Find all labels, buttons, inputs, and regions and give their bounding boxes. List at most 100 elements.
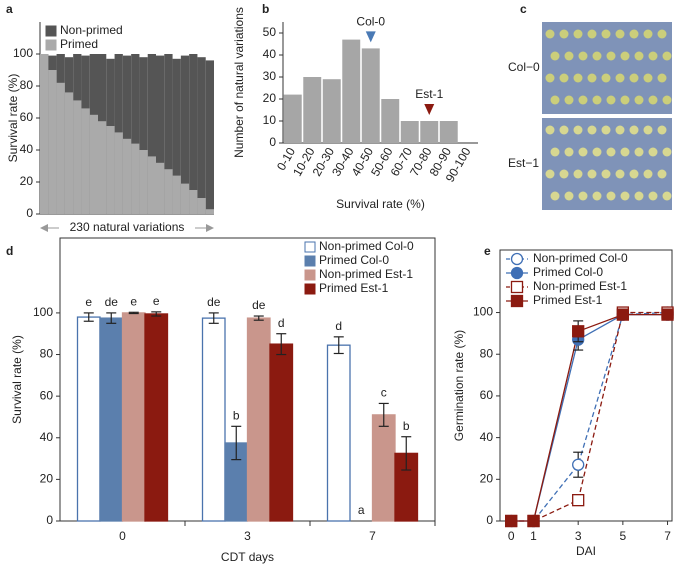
x-axis-label: CDT days bbox=[221, 550, 274, 564]
x-tick-label: 7 bbox=[664, 529, 671, 543]
series-line bbox=[511, 313, 668, 522]
photo-label: Col−0 bbox=[508, 60, 540, 74]
panel-label: b bbox=[262, 2, 269, 16]
seedling bbox=[564, 191, 574, 201]
seedling bbox=[573, 125, 583, 135]
y-tick-label: 40 bbox=[20, 142, 34, 156]
x-tick-label: 0 bbox=[508, 529, 515, 543]
bar bbox=[106, 126, 115, 214]
seedling bbox=[545, 125, 555, 135]
seedling bbox=[662, 147, 672, 157]
seedling bbox=[587, 169, 597, 179]
seedling bbox=[592, 95, 602, 105]
legend-label: Primed Col-0 bbox=[533, 265, 603, 279]
y-tick-label: 60 bbox=[40, 388, 54, 402]
bar bbox=[89, 114, 98, 214]
bar bbox=[420, 121, 439, 143]
seedling bbox=[606, 95, 616, 105]
seedling bbox=[606, 51, 616, 61]
seedling bbox=[629, 125, 639, 135]
bar bbox=[197, 57, 206, 215]
seedling bbox=[601, 125, 611, 135]
x-tick-label: 1 bbox=[530, 529, 537, 543]
seedling bbox=[587, 125, 597, 135]
legend-label: Non-primed Est-1 bbox=[533, 279, 627, 293]
point bbox=[527, 514, 540, 528]
seedling bbox=[657, 29, 667, 39]
panel-label: e bbox=[484, 244, 491, 258]
bar bbox=[139, 57, 148, 215]
legend-label: Non-primed Col-0 bbox=[533, 251, 628, 265]
bar bbox=[205, 60, 214, 215]
y-tick-label: 0 bbox=[26, 206, 33, 220]
legend-swatch bbox=[45, 39, 57, 51]
bar bbox=[40, 54, 49, 214]
bar bbox=[48, 70, 57, 214]
seedling bbox=[587, 73, 597, 83]
y-tick-label: 80 bbox=[20, 78, 34, 92]
point bbox=[572, 494, 585, 507]
y-tick-label: 20 bbox=[263, 91, 277, 105]
arrow bbox=[40, 224, 48, 232]
bar bbox=[201, 317, 226, 522]
significance-letter: e bbox=[130, 294, 137, 308]
bar bbox=[131, 143, 140, 214]
seedling bbox=[634, 191, 644, 201]
y-tick-label: 50 bbox=[263, 25, 277, 39]
y-tick-label: 60 bbox=[20, 110, 34, 124]
x-axis-label: 230 natural variations bbox=[70, 220, 185, 234]
bar bbox=[121, 312, 146, 522]
seedling bbox=[601, 29, 611, 39]
seedling bbox=[606, 147, 616, 157]
x-tick-label: 3 bbox=[244, 529, 251, 543]
seedling bbox=[648, 147, 658, 157]
bar bbox=[81, 108, 90, 214]
bar bbox=[98, 121, 107, 214]
y-tick-label: 30 bbox=[263, 69, 277, 83]
bar bbox=[144, 313, 169, 522]
seedling bbox=[643, 29, 653, 39]
seedling bbox=[573, 73, 583, 83]
bar bbox=[139, 150, 148, 214]
seedling bbox=[657, 169, 667, 179]
seedling bbox=[634, 95, 644, 105]
y-tick-label: 60 bbox=[480, 388, 494, 402]
seedling bbox=[601, 169, 611, 179]
bar bbox=[76, 316, 101, 522]
series-line bbox=[511, 313, 668, 522]
point bbox=[616, 308, 630, 321]
bar bbox=[246, 317, 271, 522]
seedling bbox=[559, 73, 569, 83]
bar bbox=[164, 169, 173, 214]
legend-label: Primed Est-1 bbox=[533, 293, 603, 307]
seedling bbox=[550, 147, 560, 157]
bar bbox=[283, 94, 302, 143]
seedling bbox=[564, 51, 574, 61]
bar bbox=[269, 343, 294, 522]
seedling bbox=[615, 73, 625, 83]
y-tick-label: 40 bbox=[40, 430, 54, 444]
seedling bbox=[592, 51, 602, 61]
significance-letter: b bbox=[403, 419, 410, 433]
seedling bbox=[601, 73, 611, 83]
point bbox=[661, 308, 674, 321]
bar bbox=[205, 209, 214, 214]
significance-letter: d bbox=[278, 316, 285, 330]
seedling bbox=[634, 147, 644, 157]
x-tick-label: 3 bbox=[575, 529, 582, 543]
seedling bbox=[592, 147, 602, 157]
seedling bbox=[662, 191, 672, 201]
bar bbox=[156, 162, 165, 214]
significance-letter: e bbox=[153, 294, 160, 308]
seedling bbox=[648, 191, 658, 201]
bar bbox=[326, 344, 351, 522]
seedling bbox=[629, 29, 639, 39]
y-tick-label: 10 bbox=[263, 113, 277, 127]
y-axis-label: Number of natural variations bbox=[232, 7, 246, 158]
legend-marker bbox=[510, 280, 524, 294]
bar bbox=[131, 54, 140, 214]
seedling bbox=[620, 51, 630, 61]
seedling bbox=[634, 51, 644, 61]
seedling bbox=[643, 73, 653, 83]
significance-letter: d bbox=[335, 319, 342, 333]
